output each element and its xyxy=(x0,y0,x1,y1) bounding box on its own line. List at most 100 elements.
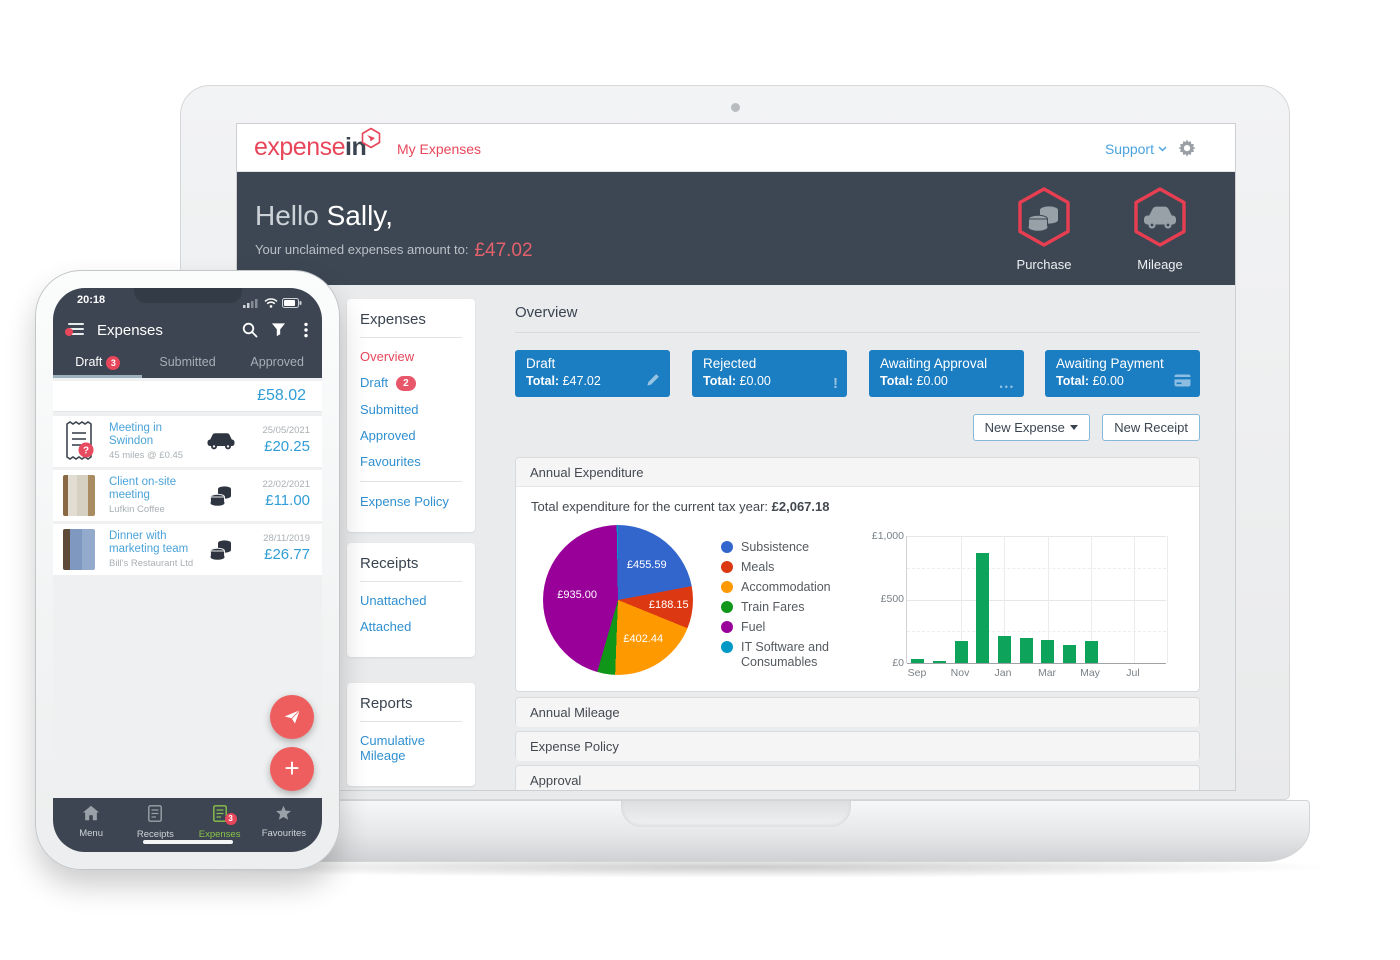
bar xyxy=(976,552,990,663)
expenses-nav-badge: 3 xyxy=(224,813,237,825)
hero-banner: Hello Sally, Your unclaimed expenses amo… xyxy=(237,172,1235,285)
app-header: expensein My Expenses Support xyxy=(237,124,1235,172)
sidebar-item-submitted[interactable]: Submitted xyxy=(360,402,419,417)
ellipsis-icon: ••• xyxy=(999,382,1015,392)
sidebar-item-unattached[interactable]: Unattached xyxy=(360,593,427,608)
laptop-screen-bezel: expensein My Expenses Support Hello Sall… xyxy=(180,85,1290,800)
sidebar-expenses-card: Expenses Overview Draft 2 Submitted Appro… xyxy=(347,299,475,532)
phone-frame: 20:18 Expenses Draft 3 Submitted Approved xyxy=(35,270,340,870)
sidebar-item-favourites[interactable]: Favourites xyxy=(360,454,421,469)
purchase-action[interactable]: Purchase xyxy=(999,186,1089,272)
expense-subtitle: Lufkin Coffee xyxy=(109,504,165,515)
expense-policy-header[interactable]: Expense Policy xyxy=(516,732,1199,761)
wifi-icon xyxy=(264,298,278,308)
nav-favourites[interactable]: Favourites xyxy=(252,798,316,852)
car-icon xyxy=(1131,186,1189,253)
action-buttons: New Expense New Receipt xyxy=(515,414,1200,441)
expense-title: Client on-site meeting xyxy=(109,476,177,501)
kebab-menu-icon[interactable] xyxy=(304,322,308,343)
phone-page-title: Expenses xyxy=(97,322,163,339)
card-rejected[interactable]: Rejected Total: £0.00 ! xyxy=(692,350,847,397)
legend-dot-accommodation xyxy=(721,581,733,593)
signal-icon xyxy=(243,299,258,308)
bar xyxy=(1041,639,1055,663)
pie-chart xyxy=(543,525,693,675)
pie-slice-label: £402.44 xyxy=(623,633,664,646)
nav-menu[interactable]: Menu xyxy=(59,798,123,852)
nav-expenses[interactable]: 3 Expenses xyxy=(188,798,252,852)
expense-policy-panel: Expense Policy xyxy=(515,731,1200,761)
nav-receipts[interactable]: Receipts xyxy=(123,798,187,852)
draft-tab-badge: 3 xyxy=(106,356,121,370)
legend-dot-it-software xyxy=(721,641,733,653)
notification-dot xyxy=(65,328,73,336)
legend-dot-subsistence xyxy=(721,541,733,553)
active-tab-underline xyxy=(53,375,142,378)
search-icon[interactable] xyxy=(242,322,258,343)
phone-notch xyxy=(133,288,242,303)
expense-date: 25/05/2021 xyxy=(262,425,310,436)
expense-amount: £11.00 xyxy=(265,492,310,509)
sidebar-divider xyxy=(360,481,462,482)
card-awaiting-approval[interactable]: Awaiting Approval Total: £0.00 ••• xyxy=(869,350,1024,397)
battery-icon xyxy=(282,298,302,308)
sidebar-item-expense-policy[interactable]: Expense Policy xyxy=(360,494,449,509)
tab-approved[interactable]: Approved xyxy=(250,355,304,369)
expense-list-item[interactable]: Client on-site meeting Lufkin Coffee 22/… xyxy=(53,470,322,521)
phone-tabs: Draft 3 Submitted Approved xyxy=(53,350,322,378)
card-draft[interactable]: Draft Total: £47.02 xyxy=(515,350,670,397)
pie-legend: Subsistence Meals Accommodation Train Fa… xyxy=(721,540,876,675)
tab-draft[interactable]: Draft 3 xyxy=(53,350,143,378)
sidebar-item-cumulative-mileage[interactable]: Cumulative Mileage xyxy=(360,733,426,763)
bar-plot xyxy=(906,536,1168,664)
status-time: 20:18 xyxy=(77,294,106,306)
expense-date: 22/02/2021 xyxy=(262,479,310,490)
svg-text:?: ? xyxy=(83,446,89,457)
annual-expenditure-header[interactable]: Annual Expenditure xyxy=(516,458,1199,487)
pencil-icon xyxy=(646,372,661,392)
sidebar-item-overview[interactable]: Overview xyxy=(360,349,415,364)
receipt-icon xyxy=(148,805,163,822)
unclaimed-amount: £47.02 xyxy=(474,240,533,261)
receipt-missing-icon: ? xyxy=(63,421,95,462)
sidebar-item-draft[interactable]: Draft 2 xyxy=(360,375,462,391)
sidebar-item-approved[interactable]: Approved xyxy=(360,428,416,443)
nav-my-expenses[interactable]: My Expenses xyxy=(397,141,482,157)
expense-list-item[interactable]: ? Meeting in Swindon 45 miles @ £0.45 25… xyxy=(53,416,322,467)
bar xyxy=(954,641,968,663)
submit-fab[interactable] xyxy=(270,695,314,739)
hamburger-menu-icon[interactable] xyxy=(65,323,84,336)
coins-icon xyxy=(203,484,239,513)
approval-header[interactable]: Approval xyxy=(516,766,1199,790)
receipt-photo-thumbnail xyxy=(63,475,95,516)
expense-list-item[interactable]: Dinner with marketing team Bill's Restau… xyxy=(53,524,322,575)
support-menu[interactable]: Support xyxy=(1105,141,1167,157)
legend-dot-meals xyxy=(721,561,733,573)
filter-icon[interactable] xyxy=(271,322,286,342)
annual-mileage-panel: Annual Mileage xyxy=(515,697,1200,727)
draft-total-row: £58.02 xyxy=(53,381,322,412)
expense-subtitle: Bill's Restaurant Ltd xyxy=(109,558,194,569)
tab-submitted[interactable]: Submitted xyxy=(159,355,216,369)
unclaimed-summary: Your unclaimed expenses amount to: £47.02 xyxy=(255,240,533,261)
new-receipt-button[interactable]: New Receipt xyxy=(1102,414,1200,441)
card-awaiting-payment[interactable]: Awaiting Payment Total: £0.00 xyxy=(1045,350,1200,397)
annual-mileage-header[interactable]: Annual Mileage xyxy=(516,698,1199,727)
annual-expenditure-panel: Annual Expenditure Total expenditure for… xyxy=(515,457,1200,692)
expensein-logo[interactable]: expensein xyxy=(254,133,367,161)
sidebar-item-attached[interactable]: Attached xyxy=(360,619,412,634)
new-expense-button[interactable]: New Expense xyxy=(972,414,1090,441)
gear-icon[interactable] xyxy=(1177,138,1197,163)
legend-dot-train-fares xyxy=(721,601,733,613)
draft-total-amount: £58.02 xyxy=(257,387,306,404)
bar xyxy=(933,661,946,663)
laptop-base xyxy=(170,800,1310,862)
car-icon xyxy=(203,430,239,455)
mileage-action[interactable]: Mileage xyxy=(1115,186,1205,272)
add-expense-fab[interactable]: + xyxy=(270,747,314,791)
coins-icon xyxy=(1015,186,1073,253)
expense-subtitle: 45 miles @ £0.45 xyxy=(109,450,184,461)
receipt-photo-thumbnail xyxy=(63,529,95,570)
pie-slice-label: £935.00 xyxy=(557,588,597,601)
